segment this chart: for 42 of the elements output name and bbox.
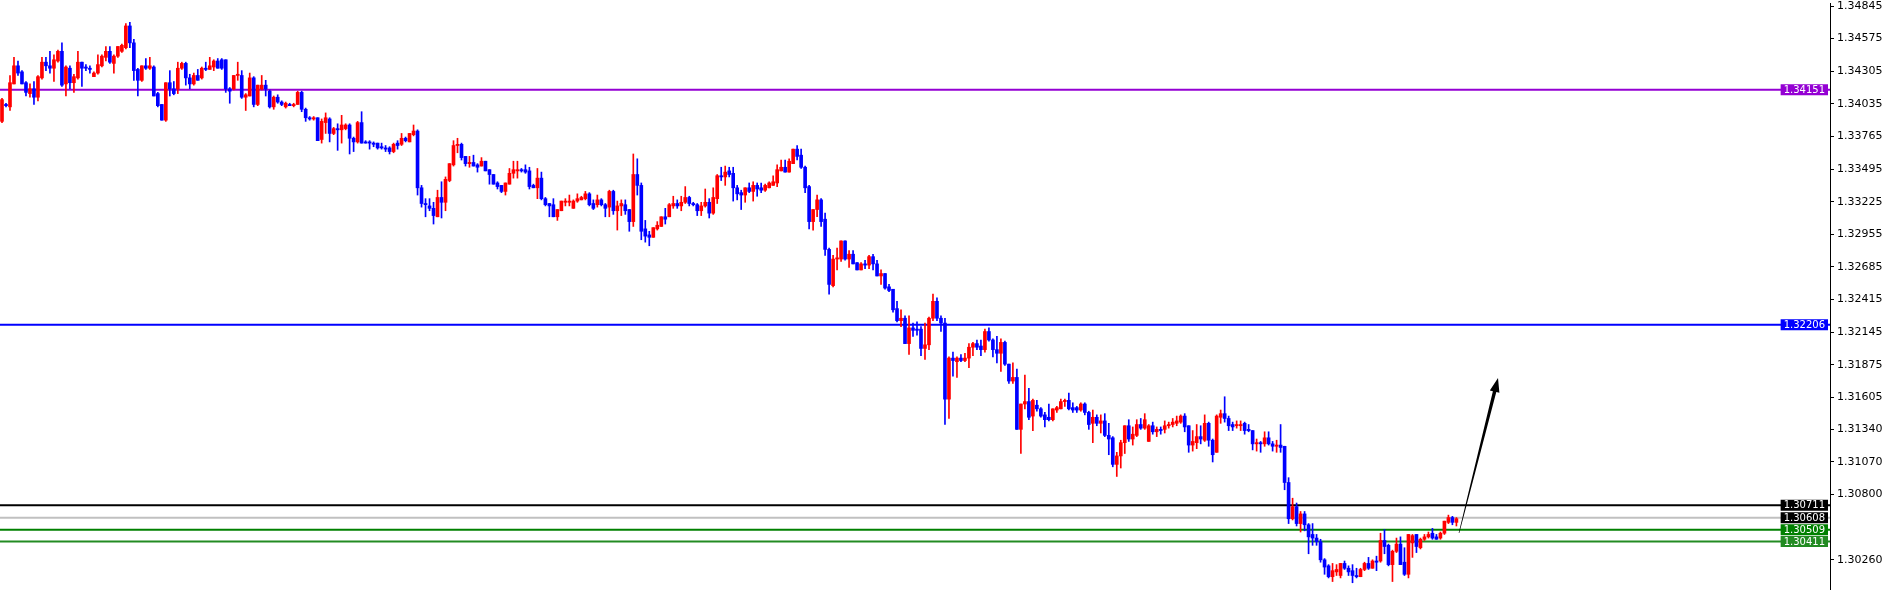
y-tick-label: 1.32145 [1837, 324, 1883, 338]
y-tick-label: 1.32955 [1837, 227, 1883, 241]
candlestick [955, 356, 959, 378]
candlestick [723, 165, 728, 186]
candlestick [899, 309, 903, 328]
ref-line-label: 1.30411 [1783, 535, 1825, 547]
candlestick [1047, 403, 1051, 422]
candlestick [719, 166, 724, 181]
candlestick [995, 336, 999, 364]
y-tick-label: 1.32415 [1837, 292, 1883, 306]
y-tick-label: 1.30800 [1837, 487, 1883, 501]
y-tick-label: 1.31070 [1837, 454, 1883, 468]
y-tick-label: 1.31605 [1837, 390, 1883, 404]
candlestick [615, 200, 620, 231]
candlestick [203, 61, 208, 71]
candlestick [1098, 414, 1103, 434]
y-tick-label: 1.30260 [1837, 552, 1883, 566]
ref-line-label: 1.34151 [1783, 83, 1825, 95]
candlestick [879, 269, 883, 285]
ref-line-label: 1.30711 [1783, 499, 1825, 511]
candlestick [84, 64, 88, 71]
candlestick [1158, 426, 1163, 435]
candlestick [1011, 362, 1015, 384]
y-tick-label: 1.34845 [1837, 0, 1883, 12]
y-tick-label: 1.34035 [1837, 96, 1883, 110]
y-tick-label: 1.33225 [1837, 194, 1883, 208]
y-tick-label: 1.34575 [1837, 31, 1883, 45]
y-tick-label: 1.31875 [1837, 357, 1883, 371]
candlestick [1198, 425, 1203, 445]
y-tick-label: 1.34305 [1837, 64, 1883, 78]
ref-line-label: 1.32206 [1783, 318, 1825, 330]
candlestick [1063, 398, 1067, 407]
candlestick [847, 250, 851, 268]
y-tick-label: 1.33765 [1837, 129, 1883, 143]
y-tick-label: 1.32685 [1837, 259, 1883, 273]
candlestick [48, 50, 52, 74]
y-tick-label: 1.33495 [1837, 161, 1883, 175]
candlestick [88, 65, 92, 74]
ref-line-label: 1.30608 [1783, 511, 1825, 523]
candlestick [951, 351, 955, 377]
ref-line-label: 1.30509 [1783, 523, 1825, 535]
y-tick-label: 1.31340 [1837, 422, 1883, 436]
